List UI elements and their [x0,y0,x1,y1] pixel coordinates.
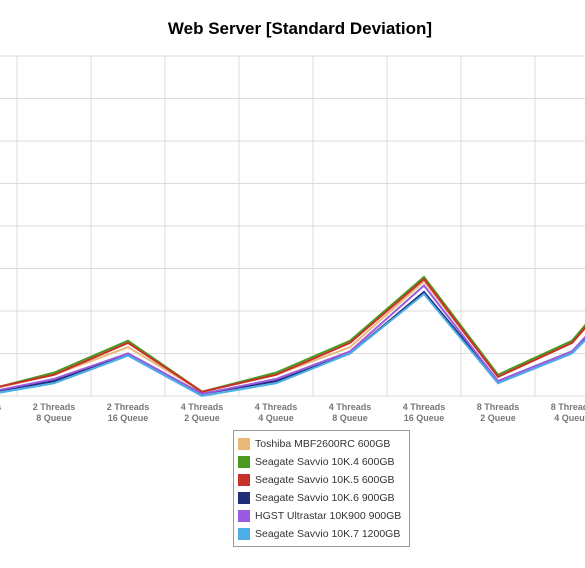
series-lines [0,275,585,398]
x-tick-label: 8 Threads [551,402,585,412]
x-tick-label: 16 Queue [404,413,445,423]
legend-item: Toshiba MBF2600RC 600GB [238,435,409,453]
legend-label: Seagate Savvio 10K.7 1200GB [255,528,401,540]
x-tick-label: 4 Threads [255,402,298,412]
legend-item: HGST Ultrastar 10K900 900GB [238,507,409,525]
legend-swatch [238,474,250,486]
legend-item: Seagate Savvio 10K.6 900GB [238,489,409,507]
x-tick-label: 4 Threads [329,402,372,412]
x-tick-label: 8 Queue [332,413,368,423]
chart-title: Web Server [Standard Deviation] [167,19,433,38]
legend-label: Seagate Savvio 10K.4 600GB [255,456,395,468]
x-tick-label: 16 Queue [108,413,149,423]
grid [0,55,585,397]
legend-swatch [238,528,250,540]
legend: Toshiba MBF2600RC 600GB Seagate Savvio 10… [233,430,410,547]
x-tick-label: 2 Threads [107,402,150,412]
x-tick-label: 4 Threads [403,402,446,412]
series-line-1 [0,279,585,393]
legend-swatch [238,456,250,468]
x-tick-label: 4 Queue [258,413,294,423]
series-line-2 [0,275,585,393]
series-line-5 [0,284,585,395]
legend-item: Seagate Savvio 10K.4 600GB [238,453,409,471]
series-line-6 [0,292,585,398]
x-tick-label: 4 Queue [554,413,585,423]
x-tick-label: 2 Threads [0,402,1,412]
legend-swatch [238,492,250,504]
legend-label: Seagate Savvio 10K.5 600GB [255,474,395,486]
x-tick-label: 8 Threads [477,402,520,412]
x-tick-label: 2 Queue [184,413,220,423]
legend-swatch [238,438,250,450]
legend-item: Seagate Savvio 10K.7 1200GB [238,525,409,543]
legend-label: HGST Ultrastar 10K900 900GB [255,510,402,522]
x-tick-label: 8 Queue [36,413,72,423]
legend-swatch [238,510,250,522]
x-tick-label: 2 Queue [480,413,516,423]
legend-label: Seagate Savvio 10K.6 900GB [255,492,395,504]
legend-item: Seagate Savvio 10K.5 600GB [238,471,409,489]
x-tick-label: 2 Threads [33,402,76,412]
legend-label: Toshiba MBF2600RC 600GB [255,438,391,450]
x-tick-label: 4 Threads [181,402,224,412]
series-line-3 [0,277,585,393]
